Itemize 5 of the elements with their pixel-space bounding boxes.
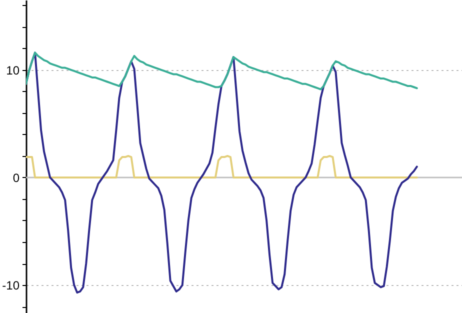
y-tick-label: 0 <box>12 170 20 185</box>
y-tick-label: 10 <box>6 63 20 78</box>
line-series <box>26 154 418 178</box>
line-series <box>26 52 418 90</box>
y-tick-label: -10 <box>2 278 20 293</box>
